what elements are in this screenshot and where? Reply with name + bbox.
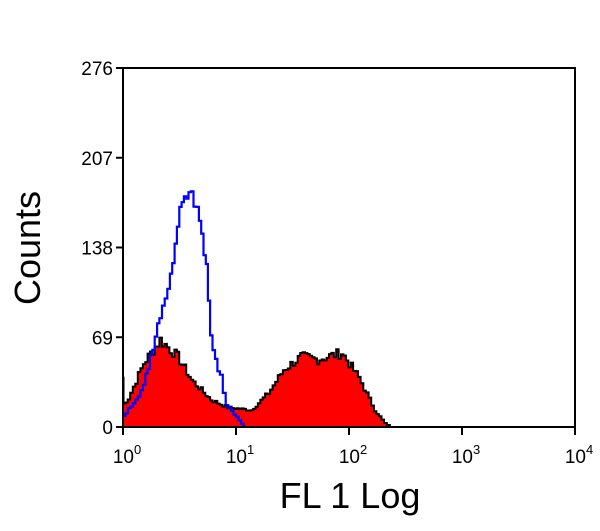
y-tick-label: 69 (92, 328, 113, 349)
x-tick-label: 103 (452, 442, 480, 468)
y-tick-label: 138 (81, 239, 113, 260)
x-tick-label: 102 (339, 442, 367, 468)
y-tick-label: 276 (81, 59, 113, 80)
y-tick-label: 207 (81, 149, 113, 170)
x-tick-label: 101 (226, 442, 254, 468)
x-tick-label: 104 (565, 442, 593, 468)
series-1-outline-histogram (123, 190, 245, 427)
y-tick-label: 0 (102, 418, 113, 439)
x-tick-label: 100 (113, 442, 141, 468)
y-axis-label: Counts (7, 191, 48, 305)
x-axis-label: FL 1 Log (280, 475, 421, 516)
series-0-filled-histogram (122, 336, 391, 428)
